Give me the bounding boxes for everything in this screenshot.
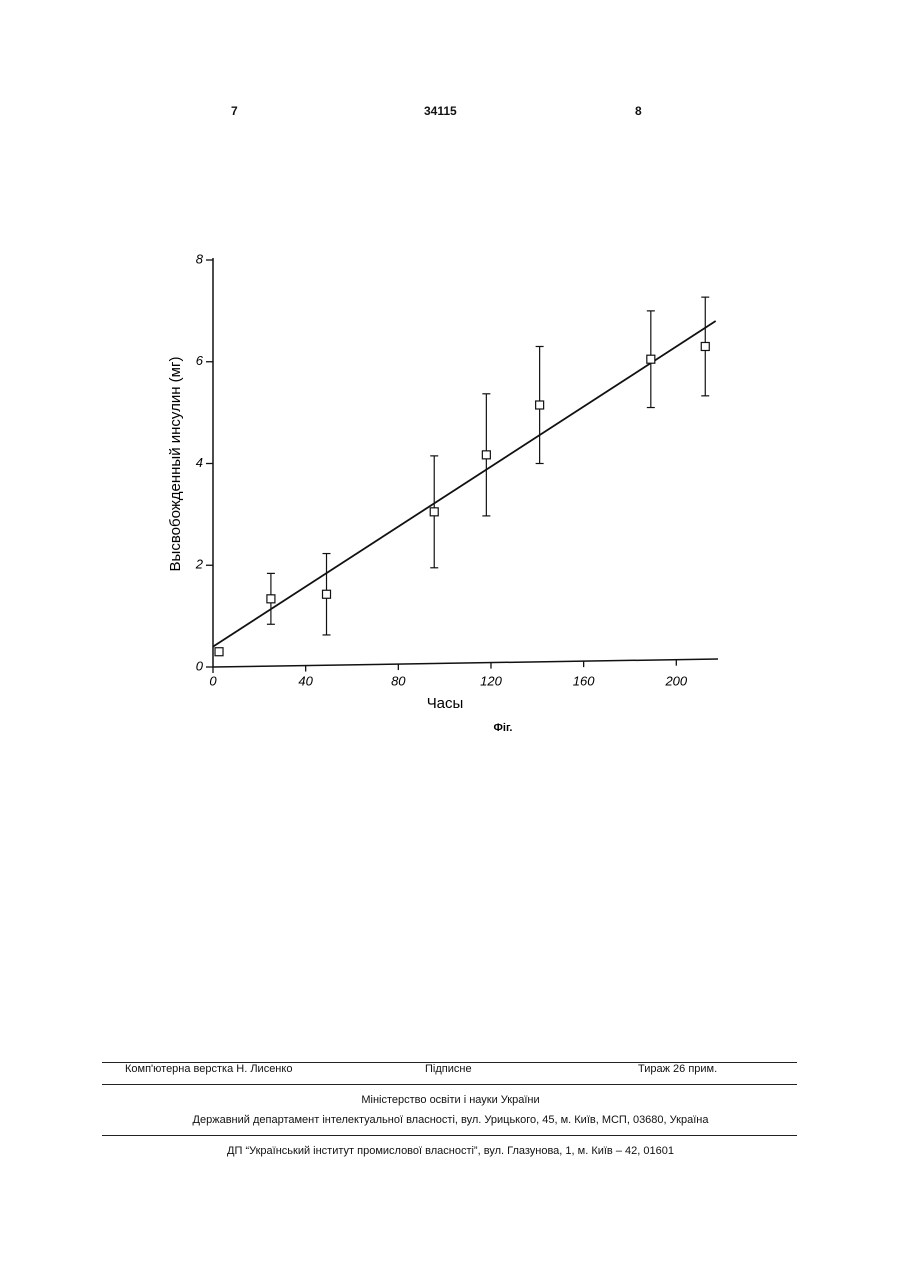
x-tick-label: 0	[209, 673, 217, 688]
x-tick-label: 200	[664, 673, 687, 688]
x-axis-label: Часы	[427, 695, 464, 712]
page: 7 34115 8 Часы Высвобожденный инсулин (м…	[0, 0, 901, 1273]
circulation: Тираж 26 прим.	[638, 1063, 717, 1075]
x-tick-label: 80	[391, 673, 406, 688]
x-axis	[213, 659, 718, 667]
data-point	[536, 401, 544, 409]
data-point	[647, 355, 655, 363]
x-tick-label: 120	[480, 673, 502, 688]
fit-line	[213, 321, 716, 647]
x-tick-label: 160	[573, 673, 595, 688]
figure-caption: Фіг.	[494, 722, 513, 734]
rule	[102, 1084, 797, 1085]
department: Державний департамент інтелектуальної вл…	[0, 1114, 901, 1126]
y-axis-label: Высвобожденный инсулин (мг)	[167, 357, 184, 572]
data-point	[267, 595, 275, 603]
data-point	[482, 451, 490, 459]
subscription: Підписне	[425, 1063, 472, 1075]
data-point	[323, 590, 331, 598]
data-point	[701, 342, 709, 350]
y-tick-label: 0	[196, 658, 204, 673]
y-tick-label: 6	[196, 353, 204, 368]
composer: Комп'ютерна верстка Н. Лисенко	[125, 1063, 292, 1075]
rule	[102, 1135, 797, 1136]
data-point	[430, 508, 438, 516]
ministry: Міністерство освіти і науки України	[0, 1094, 901, 1106]
y-tick-label: 8	[196, 251, 204, 266]
chart: Часы Высвобожденный инсулин (мг) Фіг. 0 2…	[0, 0, 901, 780]
y-tick-label: 2	[195, 557, 204, 572]
institute: ДП “Український інститут промислової вла…	[0, 1145, 901, 1157]
x-tick-label: 40	[298, 673, 313, 688]
data-point	[215, 648, 223, 656]
y-tick-label: 4	[196, 455, 203, 470]
